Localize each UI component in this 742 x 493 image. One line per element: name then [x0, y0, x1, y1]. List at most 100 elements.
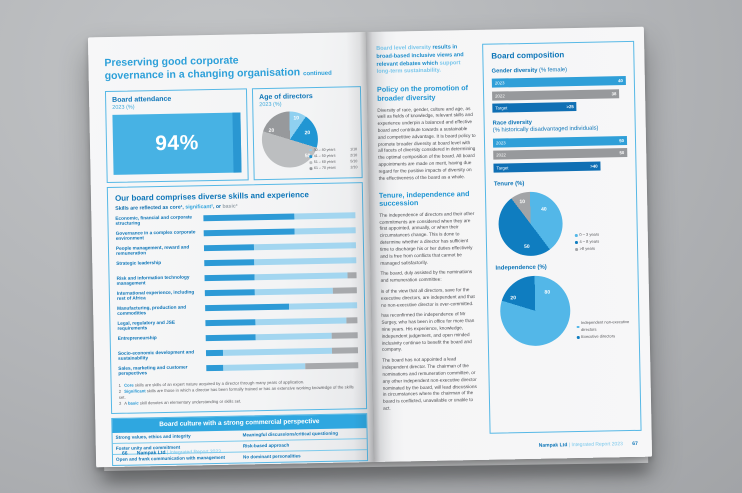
composition-bar: 2022 50: [493, 148, 628, 160]
independence-pie: [499, 274, 571, 347]
skill-segment-core: [203, 213, 295, 221]
skill-row-bar: [205, 346, 359, 356]
race-diversity-sublabel: (% historically disadvantaged individual…: [492, 126, 599, 135]
skills-word-basic: basic³: [222, 203, 238, 210]
legend-dot: [575, 248, 578, 251]
composition-bar-track: 2022 50: [493, 148, 628, 160]
pie-value-label: 20: [304, 130, 311, 137]
race-diversity-bars: 2023 50 2022 50 Target >40: [492, 135, 628, 173]
skill-segment-significant: [294, 211, 356, 220]
footnote-keyword: basic: [127, 400, 139, 407]
skill-row-label: Sales, marketing and customer perspectiv…: [118, 364, 188, 377]
skills-subtitle-sep2: , or: [212, 203, 223, 210]
legend-dot: [309, 149, 312, 152]
skill-segment-significant: [255, 317, 347, 325]
tenure-heading: Tenure, independence and succession: [378, 188, 470, 208]
skill-row-label: Entrepreneurship: [117, 334, 157, 341]
attendance-value: 94%: [154, 130, 199, 155]
skill-segment-significant: [288, 301, 358, 310]
body-paragraph: The board has not appointed a lead indep…: [382, 356, 477, 411]
skill-row-bar: [203, 211, 356, 221]
pie-value-label: 80: [544, 289, 551, 296]
skill-segment-core: [204, 288, 256, 296]
composition-bar-track: 2023 40: [491, 76, 626, 88]
composition-bar-year: 2022: [496, 152, 506, 158]
composition-bar-value: >40: [590, 163, 598, 169]
skill-segment-core: [205, 318, 256, 326]
skills-subtitle: Skills are reflected as core¹, significa…: [115, 201, 355, 211]
policy-heading: Policy on the promotion of broader diver…: [376, 83, 469, 103]
independence-pie-legend: Independent non-executive directors Execu…: [576, 319, 630, 340]
legend-label: >8 years: [579, 245, 596, 251]
culture-cell-right: No dominant personalities: [242, 453, 301, 460]
pie-value-label: 20: [510, 295, 517, 302]
left-page-content: Preserving good corporate governance in …: [104, 52, 369, 466]
pie-value-label: 10: [519, 199, 526, 206]
skill-row-label: Governance in a complex corporate enviro…: [115, 228, 196, 242]
skills-word-core: core¹: [169, 204, 183, 211]
legend-dot: [576, 325, 580, 329]
age-box-period: 2023 (%): [259, 101, 282, 108]
composition-bar-value: 38: [611, 90, 617, 97]
footnote-number: 2: [118, 388, 122, 394]
right-page-text-column: Board level diversity results in broad-b…: [376, 44, 481, 436]
composition-bar: Target >40: [493, 161, 601, 173]
pie-value-label: 40: [541, 206, 547, 213]
legend-label: Independent non-executive directors: [580, 319, 630, 333]
age-of-directors-box: Age of directors 2023 (%) 10 20 50 20 30 – …: [251, 85, 363, 180]
skill-segment-core: [204, 273, 255, 281]
legend-dot: [574, 241, 578, 244]
skill-segment-core: [206, 364, 224, 371]
skill-segment-core: [203, 228, 295, 236]
tenure-pie-legend: 0 – 3 years 4 – 8 years >8 years: [574, 231, 629, 253]
skill-row-bar: [204, 256, 357, 266]
composition-bar: 2023 40: [491, 76, 626, 88]
body-paragraph: The independence of directors and their …: [379, 210, 475, 266]
composition-bar-year: Target: [496, 165, 509, 171]
skill-segment-significant: [255, 332, 332, 340]
skill-row-label: Legal, regulatory and JSE requirements: [117, 319, 176, 332]
board-attendance-period: 2023 (%): [112, 104, 135, 111]
right-page-content: Board level diversity results in broad-b…: [376, 40, 642, 436]
composition-bar: Target >25: [492, 102, 577, 113]
legend-dot: [309, 161, 312, 164]
gender-diversity-sublabel: (% female): [537, 67, 568, 74]
right-footer-separator: |: [568, 442, 571, 449]
skills-bar-rows: Economic, financial and corporate struct…: [115, 211, 359, 381]
open-report-spread: Preserving good corporate governance in …: [87, 26, 653, 468]
gender-diversity-label-bold: Gender diversity: [491, 67, 538, 75]
legend-fraction: 2/10: [350, 165, 358, 170]
legend-item: Executive directors: [576, 333, 631, 341]
skill-row-label: Manufacturing, production and commoditie…: [117, 304, 187, 317]
composition-bar-track: Target >25: [492, 101, 626, 113]
composition-bar: 2022 38: [492, 88, 620, 101]
independence-section: Independence (%) 80 20 Independent non-ex…: [495, 263, 631, 347]
legend-label: Executive directors: [581, 333, 616, 339]
skill-row-label: People management, reward and remunerati…: [115, 244, 190, 257]
composition-bar-track: 2022 38: [492, 88, 626, 101]
skill-segment-core: [203, 243, 255, 251]
board-attendance-box: Board attendance 2023 (%) 94%: [104, 87, 249, 183]
skills-box: Our board comprises diverse skills and e…: [106, 181, 368, 414]
gender-diversity-bars: 2023 40 2022 38 Target >25: [491, 76, 627, 113]
left-page: Preserving good corporate governance in …: [87, 32, 375, 468]
page-title: Preserving good corporate governance in …: [104, 52, 360, 83]
pull-quote: Board level diversity results in broad-b…: [376, 44, 475, 77]
tenure-pie-title: Tenure (%): [493, 180, 525, 188]
skill-segment-core: [205, 349, 223, 356]
board-culture-rows: Strong values, ethics and integrity Meani…: [112, 428, 368, 465]
pie-value-label: 10: [293, 115, 300, 122]
body-paragraph: has reconfirmed the independence of Mr S…: [381, 311, 475, 353]
composition-bar-value: >25: [566, 104, 574, 110]
board-composition-panel: Board composition Gender diversity (% fe…: [482, 40, 642, 434]
skills-word-significant: significant²: [185, 203, 214, 211]
pie-value-label: 50: [523, 244, 530, 251]
legend-item: >8 years: [575, 245, 629, 253]
page-title-line2: governance in a changing organisation: [104, 66, 301, 82]
skill-row-bar: [205, 331, 358, 341]
right-page-footer: Nampak Ltd | Integrated Report 2023 67: [384, 441, 638, 452]
composition-bar-year: 2023: [494, 80, 505, 86]
skills-title: Our board comprises diverse skills and e…: [114, 189, 309, 203]
skill-row-bar: [206, 361, 359, 371]
race-diversity-label-bold: Race diversity: [492, 120, 533, 127]
